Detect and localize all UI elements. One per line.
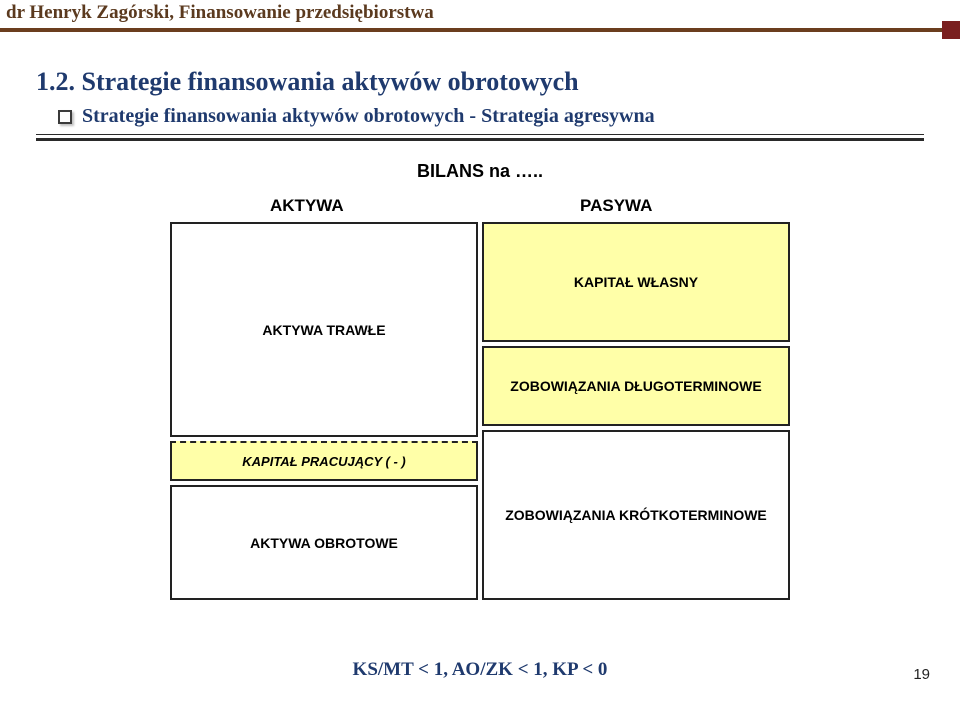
bilans-title: BILANS na ….. — [36, 161, 924, 182]
slide-content: 1.2. Strategie finansowania aktywów obro… — [0, 39, 960, 600]
header-rule-brown — [0, 28, 942, 32]
col-header-right: PASYWA — [480, 196, 790, 216]
cell-zob-dlugo: ZOBOWIĄZANIA DŁUGOTERMINOWE — [482, 346, 790, 426]
divider-thick — [36, 138, 924, 141]
balance-diagram: AKTYWA PASYWA AKTYWA TRAWŁE KAPITAŁ PRAC… — [170, 196, 790, 600]
slide-header: dr Henryk Zagórski, Finansowanie przedsi… — [0, 0, 960, 39]
cell-aktywa-obrotowe: AKTYWA OBROTOWE — [170, 485, 478, 600]
bullet-text: Strategie finansowania aktywów obrotowyc… — [82, 105, 655, 128]
header-author-line: dr Henryk Zagórski, Finansowanie przedsi… — [0, 0, 960, 28]
header-rule — [0, 28, 960, 39]
bullet-square-icon — [58, 110, 72, 124]
balance-grid: AKTYWA TRAWŁE KAPITAŁ PRACUJĄCY ( - ) AK… — [170, 222, 790, 600]
cell-zob-krotko: ZOBOWIĄZANIA KRÓTKOTERMINOWE — [482, 430, 790, 600]
page-number: 19 — [913, 666, 930, 683]
bullet-row: Strategie finansowania aktywów obrotowyc… — [58, 105, 924, 128]
section-title: 1.2. Strategie finansowania aktywów obro… — [36, 67, 924, 97]
divider-thin — [36, 134, 924, 135]
col-header-left: AKTYWA — [170, 196, 480, 216]
cell-kapital-wlasny: KAPITAŁ WŁASNY — [482, 222, 790, 342]
column-headers: AKTYWA PASYWA — [170, 196, 790, 216]
cell-kapital-pracujacy: KAPITAŁ PRACUJĄCY ( - ) — [170, 441, 478, 481]
header-rule-stub — [942, 21, 960, 39]
liabilities-column: KAPITAŁ WŁASNY ZOBOWIĄZANIA DŁUGOTERMINO… — [482, 222, 790, 600]
cell-aktywa-trwale: AKTYWA TRAWŁE — [170, 222, 478, 437]
title-divider — [36, 134, 924, 141]
assets-column: AKTYWA TRAWŁE KAPITAŁ PRACUJĄCY ( - ) AK… — [170, 222, 478, 600]
footer-formula: KS/MT < 1, AO/ZK < 1, KP < 0 — [0, 659, 960, 681]
